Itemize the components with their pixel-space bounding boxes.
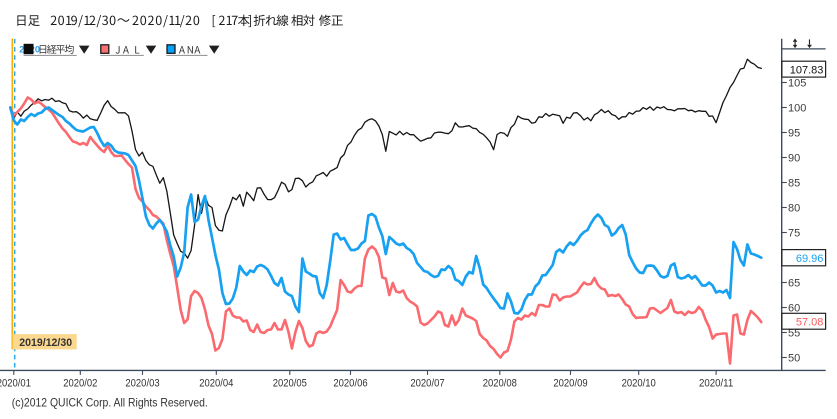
svg-text:2020/07: 2020/07 xyxy=(410,378,444,390)
svg-text:2020/02: 2020/02 xyxy=(63,378,97,390)
svg-text:2020/06: 2020/06 xyxy=(333,378,367,390)
svg-text:85: 85 xyxy=(788,178,800,190)
svg-text:75: 75 xyxy=(788,228,800,240)
svg-text:69.96: 69.96 xyxy=(796,253,824,265)
svg-text:2019/12/30: 2019/12/30 xyxy=(19,337,72,349)
svg-text:55: 55 xyxy=(788,328,800,340)
svg-text:(c)2012 QUICK Corp. All Rights: (c)2012 QUICK Corp. All Rights Reserved. xyxy=(12,395,208,409)
svg-text:100: 100 xyxy=(788,103,806,115)
svg-text:2020/11: 2020/11 xyxy=(699,378,733,390)
svg-text:2020/04: 2020/04 xyxy=(199,378,233,390)
svg-text:2020/08: 2020/08 xyxy=(483,378,517,390)
svg-text:80: 80 xyxy=(788,203,800,215)
svg-text:60: 60 xyxy=(788,303,800,315)
svg-text:2020/10: 2020/10 xyxy=(622,378,656,390)
svg-text:57.08: 57.08 xyxy=(796,317,824,329)
svg-text:105: 105 xyxy=(788,78,806,90)
svg-text:2020/03: 2020/03 xyxy=(125,378,159,390)
svg-text:2020/05: 2020/05 xyxy=(273,378,307,390)
svg-text:2020/09: 2020/09 xyxy=(553,378,587,390)
svg-text:50: 50 xyxy=(788,353,800,365)
svg-text:95: 95 xyxy=(788,128,800,140)
svg-text:65: 65 xyxy=(788,278,800,290)
svg-text:90: 90 xyxy=(788,153,800,165)
svg-text:107.83: 107.83 xyxy=(790,64,824,76)
svg-text:2020/01: 2020/01 xyxy=(0,378,31,390)
